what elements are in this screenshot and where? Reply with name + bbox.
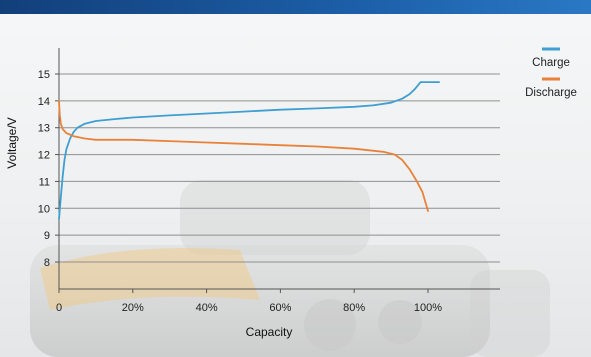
y-tick-label: 9 — [44, 230, 50, 242]
series-line-discharge — [58, 100, 429, 212]
y-tick-label: 12 — [38, 150, 50, 162]
x-tick-label: 80% — [343, 302, 365, 314]
y-tick-label: 14 — [38, 96, 50, 108]
legend: Charge Discharge — [525, 47, 577, 99]
grid-lines — [59, 73, 500, 263]
y-axis: 8 9 10 11 12 13 14 15 — [38, 48, 60, 289]
x-tick-label: 100% — [414, 302, 442, 314]
series-lines — [58, 81, 440, 220]
y-tick-label: 8 — [44, 257, 50, 269]
legend-label-charge: Charge — [532, 57, 570, 69]
x-axis: 0 20% 40% 60% 80% 100% — [56, 288, 500, 314]
header-band — [0, 0, 591, 14]
y-tick-label: 13 — [38, 123, 50, 135]
y-tick-label: 10 — [38, 203, 50, 215]
x-tick-label: 20% — [122, 302, 144, 314]
x-axis-title: Capacity — [246, 325, 293, 339]
x-tick-label: 60% — [269, 302, 291, 314]
series-line-charge — [58, 81, 440, 220]
y-axis-title: Voltage/V — [5, 117, 19, 168]
legend-label-discharge: Discharge — [525, 87, 577, 99]
x-tick-label: 0 — [56, 302, 62, 314]
y-tick-label: 11 — [39, 176, 50, 188]
y-tick-label: 15 — [38, 69, 50, 81]
x-tick-label: 40% — [196, 302, 218, 314]
